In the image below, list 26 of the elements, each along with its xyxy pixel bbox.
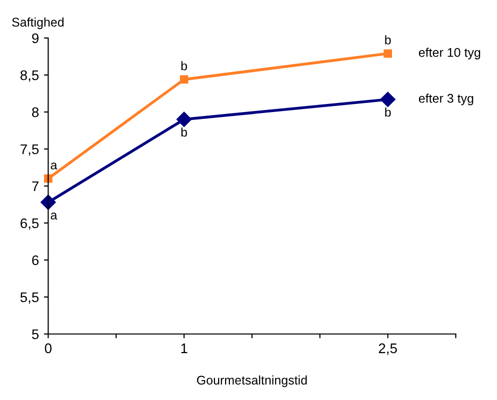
annotation: b bbox=[181, 61, 188, 70]
y-tick-label: 7,5 bbox=[20, 144, 39, 156]
x-tick-label: 0 bbox=[44, 343, 52, 354]
y-tick-label: 7 bbox=[32, 181, 38, 192]
point bbox=[176, 112, 192, 127]
point bbox=[384, 49, 392, 58]
x-tick-label: 2,5 bbox=[378, 343, 397, 355]
y-tick-label: 5 bbox=[32, 329, 39, 340]
series-label: efter 3 tyg bbox=[418, 94, 474, 106]
y-tick-label: 8 bbox=[32, 107, 39, 118]
annotation: b bbox=[385, 107, 391, 117]
annotation: a bbox=[50, 212, 58, 220]
y-tick-label: 5,5 bbox=[20, 292, 39, 304]
text: efter 10 tyg bbox=[418, 48, 480, 60]
y-tick-label: 6,5 bbox=[20, 218, 39, 230]
y-tick-label: 9 bbox=[32, 33, 39, 44]
x-axis-title: Gourmetsaltningstid bbox=[197, 375, 307, 388]
annotation: b bbox=[181, 127, 188, 137]
annotation: a bbox=[50, 162, 58, 170]
annotation: b bbox=[385, 35, 391, 44]
y-axis-title: Saftighed bbox=[12, 17, 64, 30]
point bbox=[180, 75, 188, 84]
x-tick-label: 1 bbox=[181, 344, 188, 354]
y-tick-label: 8,5 bbox=[20, 70, 39, 82]
y-tick-label: 6 bbox=[32, 255, 39, 266]
point bbox=[380, 92, 396, 107]
